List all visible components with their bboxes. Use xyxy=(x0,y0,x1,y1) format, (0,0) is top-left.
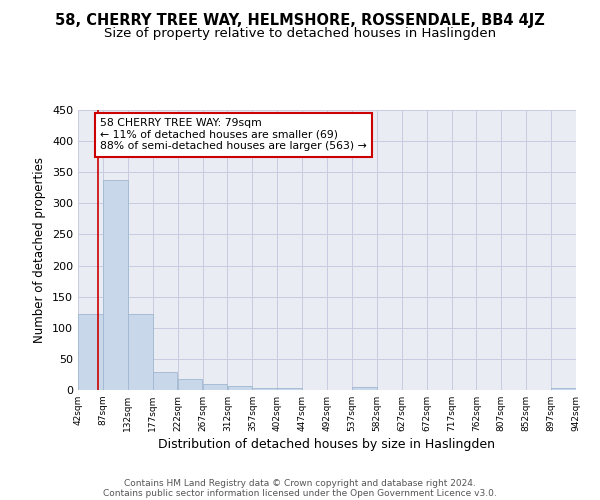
Text: Contains HM Land Registry data © Crown copyright and database right 2024.: Contains HM Land Registry data © Crown c… xyxy=(124,478,476,488)
Bar xyxy=(203,384,227,390)
X-axis label: Distribution of detached houses by size in Haslingden: Distribution of detached houses by size … xyxy=(158,438,496,451)
Bar xyxy=(103,180,128,390)
Bar xyxy=(78,314,103,390)
Text: Contains public sector information licensed under the Open Government Licence v3: Contains public sector information licen… xyxy=(103,488,497,498)
Text: 58 CHERRY TREE WAY: 79sqm
← 11% of detached houses are smaller (69)
88% of semi-: 58 CHERRY TREE WAY: 79sqm ← 11% of detac… xyxy=(100,118,367,152)
Bar xyxy=(128,314,152,390)
Bar xyxy=(153,372,178,390)
Bar xyxy=(551,388,576,390)
Text: Size of property relative to detached houses in Haslingden: Size of property relative to detached ho… xyxy=(104,28,496,40)
Bar xyxy=(253,388,277,390)
Bar xyxy=(178,380,202,390)
Y-axis label: Number of detached properties: Number of detached properties xyxy=(34,157,46,343)
Bar xyxy=(352,387,377,390)
Text: 58, CHERRY TREE WAY, HELMSHORE, ROSSENDALE, BB4 4JZ: 58, CHERRY TREE WAY, HELMSHORE, ROSSENDA… xyxy=(55,12,545,28)
Bar xyxy=(227,386,252,390)
Bar xyxy=(277,388,302,390)
